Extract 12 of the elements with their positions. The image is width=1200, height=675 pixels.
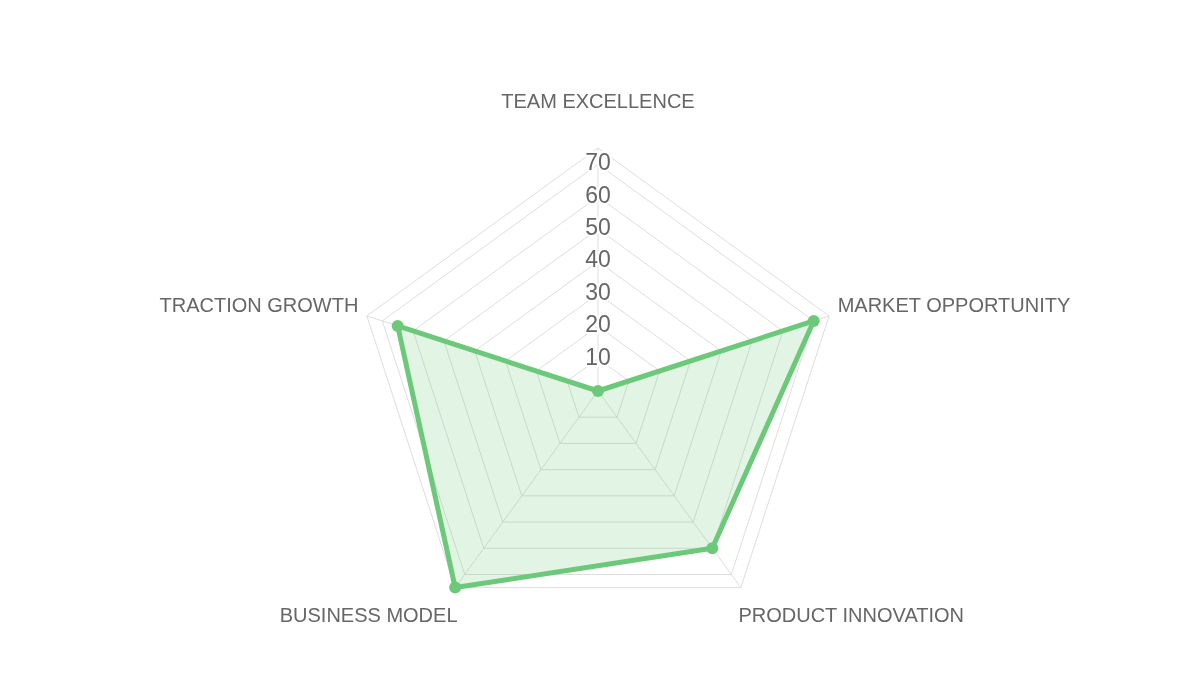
y-tick-label: 20 xyxy=(585,311,611,338)
spoke-label: MARKET OPPORTUNITY xyxy=(837,293,1071,316)
y-tick-label: 60 xyxy=(585,181,611,208)
y-tick-label: 30 xyxy=(585,278,611,305)
y-tick-label: 70 xyxy=(585,149,611,176)
y-tick-label: 40 xyxy=(585,246,611,273)
y-tick-label: 50 xyxy=(585,214,611,241)
spoke-label: TEAM EXCELLENCE xyxy=(501,90,695,113)
spoke-label: BUSINESS MODEL xyxy=(279,604,458,627)
spoke-label: PRODUCT INNOVATION xyxy=(738,604,965,627)
spoke-label: TRACTION GROWTH xyxy=(159,293,359,316)
y-tick-label: 10 xyxy=(585,343,611,370)
